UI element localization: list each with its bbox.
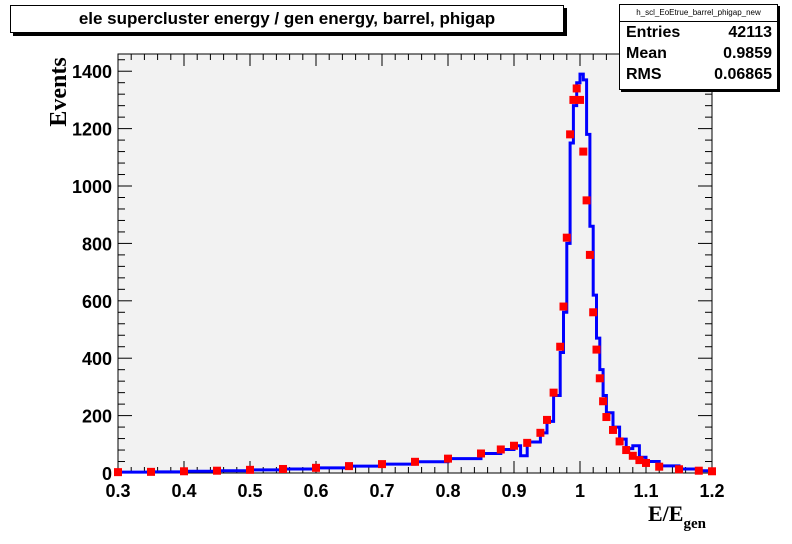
- series-red-marker: [114, 468, 122, 477]
- y-axis-label: Events: [46, 57, 72, 126]
- series-red-marker: [523, 438, 532, 447]
- series-red-marker: [602, 413, 611, 422]
- plot-frame: [117, 53, 713, 474]
- series-red-marker: [675, 465, 683, 474]
- series-red-marker: [628, 451, 637, 460]
- y-tick-label: 400: [82, 349, 112, 369]
- x-tick-label: 0.7: [369, 481, 394, 501]
- series-red-marker: [345, 462, 353, 471]
- y-tick-label: 1000: [72, 177, 112, 197]
- series-red-marker: [559, 302, 568, 311]
- series-red-marker: [312, 463, 320, 472]
- stats-value: 0.9859: [723, 45, 772, 62]
- series-red-marker: [582, 196, 591, 205]
- x-tick-label: 0.4: [171, 481, 196, 501]
- y-tick-label: 1400: [72, 62, 112, 82]
- x-tick-label: 1.1: [633, 481, 658, 501]
- series-blue-line: [118, 72, 714, 474]
- x-tick-label: 1: [575, 481, 585, 501]
- series-red-marker: [589, 308, 598, 317]
- series-red-marker: [378, 460, 386, 469]
- stats-row-mean: Mean 0.9859: [620, 43, 777, 64]
- stats-value: 42113: [728, 24, 772, 41]
- series-red-marker: [566, 130, 575, 139]
- series-red-marker: [477, 449, 485, 458]
- stats-box: h_scl_EoEtrue_barrel_phigap_new Entries …: [619, 4, 778, 90]
- series-red-marker: [562, 233, 571, 242]
- series-red-marker: [585, 250, 594, 259]
- series-red-marker: [579, 147, 588, 156]
- series-red-marker: [694, 466, 703, 475]
- series-red-marker: [213, 466, 221, 475]
- y-tick-label: 200: [82, 407, 112, 427]
- series-red-marker: [246, 465, 254, 474]
- y-tick-label: 800: [82, 234, 112, 254]
- series-red-marker: [510, 441, 518, 450]
- y-tick-label: 0: [102, 464, 112, 484]
- x-axis-label: E/Egen: [648, 501, 707, 532]
- stats-histogram-name: h_scl_EoEtrue_barrel_phigap_new: [620, 5, 777, 22]
- x-tick-label: 0.8: [435, 481, 460, 501]
- stats-label: Mean: [626, 45, 667, 62]
- x-axis: 0.3 0.4 0.5 0.6 0.7 0.8 0.9 1 1.1 1.2: [105, 54, 725, 501]
- stats-row-rms: RMS 0.06865: [620, 64, 777, 85]
- series-red-marker: [411, 457, 419, 466]
- series-red-marker: [549, 388, 558, 397]
- x-tick-label: 0.9: [501, 481, 526, 501]
- y-tick-label: 1200: [72, 120, 112, 140]
- series-red-marker: [622, 446, 631, 455]
- series-red-marker: [592, 345, 601, 354]
- x-tick-label: 0.6: [303, 481, 328, 501]
- series-layer: [114, 72, 716, 477]
- series-red-marker: [569, 95, 578, 104]
- series-red-marker: [615, 437, 624, 446]
- series-red-marker: [536, 428, 545, 437]
- chart-title: ele supercluster energy / gen energy, ba…: [10, 5, 564, 33]
- series-red-marker: [655, 462, 664, 471]
- y-tick-label: 600: [82, 292, 112, 312]
- series-red-marker: [180, 467, 188, 476]
- series-red-marker: [635, 456, 644, 465]
- series-red-marker: [556, 342, 565, 351]
- series-red-marker: [572, 84, 581, 93]
- series-red-marker: [576, 95, 584, 104]
- x-tick-label: 0.3: [105, 481, 130, 501]
- series-red-marker: [642, 458, 650, 467]
- series-red-marker: [444, 454, 452, 463]
- y-axis: 0 200 400 600 800 1000 1200 1400: [72, 59, 712, 484]
- series-red-marker: [543, 415, 551, 424]
- stats-row-entries: Entries 42113: [620, 22, 777, 43]
- series-red-marker: [708, 467, 716, 476]
- series-red-marker: [496, 445, 505, 454]
- stats-label: Entries: [626, 24, 681, 41]
- stats-label: RMS: [626, 66, 662, 83]
- series-red-marker: [609, 425, 617, 434]
- stats-value: 0.06865: [714, 66, 772, 83]
- series-red-marker: [595, 374, 604, 383]
- series-red-marker: [599, 397, 608, 406]
- x-axis-label-main: E/E: [648, 501, 683, 526]
- series-red-marker: [279, 464, 287, 473]
- x-tick-label: 0.5: [237, 481, 262, 501]
- series-red-marker: [147, 467, 155, 476]
- x-tick-label: 1.2: [699, 481, 724, 501]
- x-axis-label-sub: gen: [683, 516, 706, 532]
